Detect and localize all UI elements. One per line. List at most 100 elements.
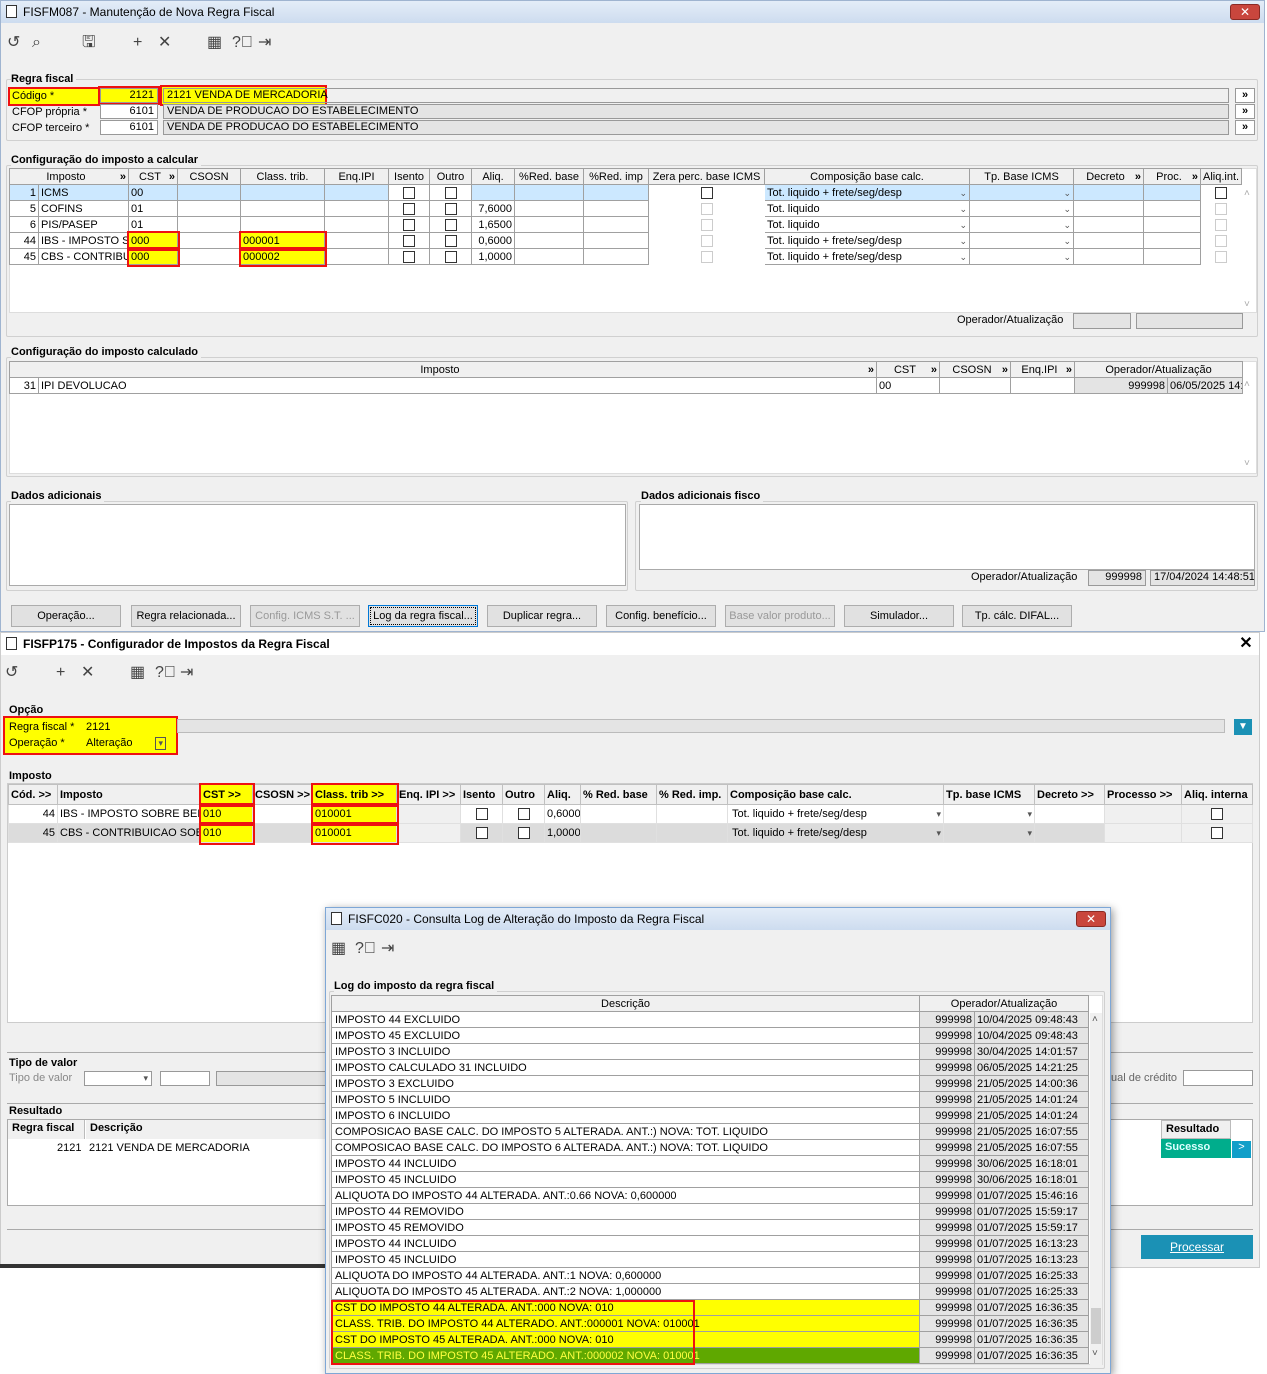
column-header[interactable]: Cód. >> [8,784,58,805]
composicao-select[interactable]: Tot. liquido + frete/seg/desp ▾ [727,823,944,843]
class-trib-cell[interactable]: 010001 [310,802,399,826]
isento-cell[interactable] [388,248,431,265]
close-button[interactable]: ✕ [1076,911,1106,927]
decreto-cell[interactable] [1073,216,1145,233]
lookup-button[interactable]: » [1235,120,1255,135]
scrollbar[interactable] [1090,1013,1102,1365]
regra-code-input[interactable]: 6101 [100,104,158,119]
tp-base-select[interactable]: ⌄ [969,216,1075,233]
column-header[interactable]: %Red. base [514,168,585,185]
search-icon[interactable]: ⌕ [32,34,41,51]
composicao-select[interactable]: Tot. liquido ⌄ [764,216,971,233]
column-header[interactable]: Processo >> [1104,784,1182,805]
checkbox[interactable] [444,202,457,215]
aliq-interna-cell[interactable] [1181,823,1253,843]
action-button[interactable]: Simulador... [844,605,954,627]
proc-cell[interactable] [1143,216,1202,233]
composicao-select[interactable]: Tot. liquido ⌄ [764,200,971,217]
checkbox[interactable] [444,250,457,263]
checkbox[interactable] [403,250,416,263]
expand-icon[interactable]: » [1134,170,1142,183]
column-header[interactable]: Proc. » [1143,168,1202,185]
delete-icon[interactable]: ✕ [81,664,95,681]
aliq-cell[interactable] [471,184,516,201]
expand-icon[interactable]: » [930,363,938,376]
log-row[interactable]: IMPOSTO 5 INCLUIDO 999998 21/05/2025 14:01… [331,1091,1089,1108]
red-imp-cell[interactable] [583,216,650,233]
red-imp-cell[interactable] [656,804,728,824]
isento-cell[interactable] [388,232,431,249]
aliq-cell[interactable]: 0,6000 [471,232,516,249]
log-row[interactable]: IMPOSTO 45 EXCLUIDO 999998 10/04/2025 09:4… [331,1027,1089,1044]
help-icon[interactable]: ?⃝ [155,664,176,681]
log-row[interactable]: IMPOSTO 45 INCLUIDO 999998 01/07/2025 16:1… [331,1251,1089,1268]
action-button[interactable]: Duplicar regra... [487,605,597,627]
checkbox[interactable] [444,186,457,199]
composicao-select[interactable]: Tot. liquido + frete/seg/desp ⌄ [764,248,971,265]
log-row[interactable]: CST DO IMPOSTO 44 ALTERADA. ANT.:000 NOV… [331,1299,1089,1316]
outro-cell[interactable] [429,216,473,233]
scroll-up-icon[interactable]: ˄ [1244,379,1250,390]
cst-cell[interactable]: 00 [128,184,179,201]
log-row[interactable]: IMPOSTO 45 INCLUIDO 999998 30/06/2025 16:1… [331,1171,1089,1188]
class-trib-cell[interactable]: 000001 [238,230,327,251]
column-header[interactable]: Imposto » [8,361,878,378]
class-trib-cell[interactable] [240,216,326,233]
proc-cell[interactable] [1143,184,1202,201]
red-base-cell[interactable] [580,823,657,843]
expand-icon[interactable]: » [1191,170,1199,183]
dados-fisco-textarea[interactable] [639,504,1255,570]
lookup-button[interactable]: » [1235,104,1255,119]
action-button[interactable]: Log da regra fiscal... [368,605,478,627]
log-row[interactable]: IMPOSTO 6 INCLUIDO 999998 21/05/2025 14:01… [331,1107,1089,1124]
table-row[interactable]: 44 IBS - IMPOSTO SO 000 000001 0,6000 Tot. li… [9,230,1243,251]
tp-base-select[interactable]: ⌄ [969,200,1075,217]
tipo-valor-code[interactable] [160,1071,210,1086]
aliq-cell[interactable]: 1,6500 [471,216,516,233]
column-header[interactable]: Imposto [57,784,201,805]
cst-cell[interactable]: 010 [198,821,255,845]
red-imp-cell[interactable] [656,823,728,843]
help-icon[interactable]: ?⃝ [232,34,253,51]
add-icon[interactable]: + [133,34,143,51]
cst-cell[interactable]: 000 [126,246,180,267]
credito-input[interactable] [1183,1070,1253,1086]
checkbox[interactable] [444,234,457,247]
exit-icon[interactable]: ⇥ [258,34,272,51]
aliq-int-cell[interactable] [1200,248,1243,265]
action-button[interactable]: Operação... [11,605,121,627]
column-header[interactable]: Descrição [331,995,920,1012]
column-header[interactable]: CSOSN [177,168,242,185]
composicao-select[interactable]: Tot. liquido + frete/seg/desp ⌄ [764,184,971,201]
tipo-valor-select[interactable]: ▾ [84,1071,152,1086]
tp-base-select[interactable]: ▾ [943,804,1035,824]
action-button[interactable]: Config. ICMS S.T. ... [250,605,360,627]
red-base-cell[interactable] [514,248,585,265]
column-header[interactable]: CSOSN >> [252,784,313,805]
aliq-int-cell[interactable] [1200,184,1243,201]
help-icon[interactable]: ?⃝ [355,940,376,957]
csosn-cell[interactable] [177,216,242,233]
checkbox[interactable] [1215,234,1228,247]
expand-icon[interactable]: » [168,170,176,183]
isento-cell[interactable] [388,200,431,217]
undo-icon[interactable]: ↺ [5,664,19,681]
outro-cell[interactable] [429,184,473,201]
isento-cell[interactable] [460,804,503,824]
checkbox[interactable] [475,808,488,821]
enq-ipi-cell[interactable] [324,232,390,249]
table-row[interactable]: 1 ICMS 00 Tot. liquido + frete/seg/desp ⌄ ⌄ [9,184,1243,201]
scroll-down-icon[interactable]: ˅ [1244,299,1250,310]
exit-icon[interactable]: ⇥ [180,664,194,681]
checkbox[interactable] [403,218,416,231]
log-row[interactable]: IMPOSTO 44 EXCLUIDO 999998 10/04/2025 09:4… [331,1011,1089,1028]
enq-ipi-cell[interactable] [396,823,461,843]
aliq-cell[interactable]: 7,6000 [471,200,516,217]
zera-perc-cell[interactable] [648,248,766,265]
table-row[interactable]: 44 IBS - IMPOSTO SOBRE BENS 010 010001 0,600… [8,802,1253,826]
column-header[interactable]: Operador/Atualização [1074,361,1244,378]
dados-adicionais-textarea[interactable] [9,504,626,586]
checkbox[interactable] [700,202,713,215]
expand-icon[interactable]: » [119,170,127,183]
